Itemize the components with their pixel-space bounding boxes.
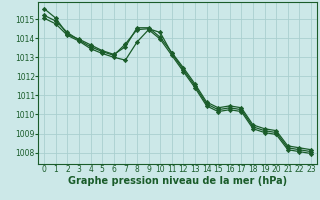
X-axis label: Graphe pression niveau de la mer (hPa): Graphe pression niveau de la mer (hPa)	[68, 176, 287, 186]
